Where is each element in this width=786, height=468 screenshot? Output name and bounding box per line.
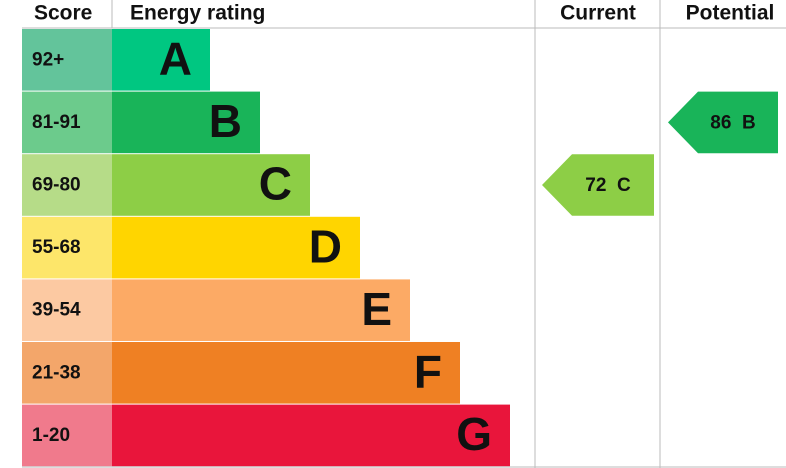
score-label: 21-38 bbox=[32, 362, 81, 383]
rating-letter: C bbox=[259, 158, 292, 210]
potential-label: 86 B bbox=[710, 112, 755, 133]
potential-arrow bbox=[668, 91, 778, 154]
score-cell bbox=[22, 154, 112, 216]
header-current: Current bbox=[560, 2, 636, 25]
potential-value: 86 bbox=[710, 112, 731, 133]
score-cell bbox=[22, 216, 112, 279]
score-label: 69-80 bbox=[32, 175, 81, 196]
rating-letter: D bbox=[309, 220, 342, 272]
rating-letter: G bbox=[456, 408, 492, 460]
current-letter: C bbox=[617, 175, 631, 196]
header-potential: Potential bbox=[686, 2, 775, 25]
score-label: 1-20 bbox=[32, 425, 70, 446]
rating-bar bbox=[112, 342, 460, 404]
score-cell bbox=[22, 91, 112, 154]
rating-bar bbox=[112, 91, 260, 154]
score-label: 81-91 bbox=[32, 112, 81, 133]
rating-letter: A bbox=[159, 32, 192, 84]
current-value: 72 bbox=[585, 175, 606, 196]
header-rating: Energy rating bbox=[130, 2, 265, 25]
rating-bar bbox=[112, 154, 310, 216]
rating-letter: E bbox=[361, 283, 392, 335]
current-arrow bbox=[542, 154, 654, 216]
potential-letter: B bbox=[742, 112, 756, 133]
rating-bar bbox=[112, 29, 210, 91]
score-label: 92+ bbox=[32, 49, 64, 70]
rating-letter: B bbox=[209, 95, 242, 147]
rating-bar bbox=[112, 404, 510, 467]
score-cell bbox=[22, 29, 112, 91]
score-cell bbox=[22, 404, 112, 467]
score-label: 39-54 bbox=[32, 300, 81, 321]
current-label: 72 C bbox=[585, 175, 631, 196]
score-cell bbox=[22, 342, 112, 404]
rating-bar bbox=[112, 279, 410, 341]
header-score: Score bbox=[34, 2, 92, 25]
rating-letter: F bbox=[414, 345, 442, 397]
score-cell bbox=[22, 279, 112, 341]
score-label: 55-68 bbox=[32, 237, 81, 258]
rating-bar bbox=[112, 216, 360, 279]
